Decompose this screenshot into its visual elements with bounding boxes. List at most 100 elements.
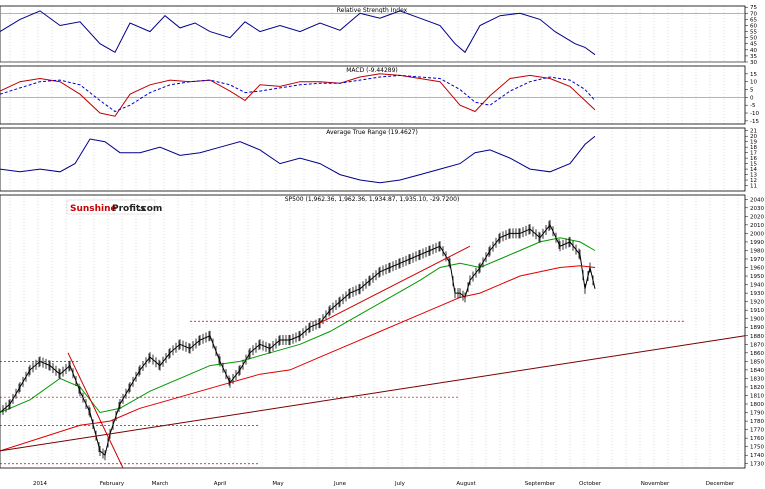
chart-grid	[9, 6, 739, 468]
y-tick-label: 1770	[750, 428, 764, 434]
y-tick-label: 14	[750, 167, 757, 173]
y-tick-label: 21	[750, 129, 757, 135]
y-tick-label: 35	[750, 54, 757, 60]
sunshine-profits-logo: Sunshine Profits .com	[66, 199, 162, 215]
y-tick-label: 60	[750, 23, 757, 29]
x-tick-label: 2014	[33, 481, 47, 487]
y-tick-label: 1950	[750, 274, 764, 280]
y-tick-label: 10	[750, 80, 757, 86]
panel-frame	[0, 65, 746, 125]
y-tick-label: 2010	[750, 223, 764, 229]
y-tick-label: 1990	[750, 240, 764, 246]
y-tick-label: 12	[750, 178, 757, 184]
trend-line-upper	[319, 245, 471, 324]
y-tick-label: 2030	[750, 206, 764, 212]
series-line-0	[0, 135, 596, 184]
logo-text-com: .com	[138, 204, 162, 214]
y-tick-label: 1880	[750, 334, 764, 340]
y-tick-label: 1810	[750, 393, 764, 399]
series-line-2	[0, 265, 596, 452]
x-tick-label: August	[456, 481, 476, 487]
y-tick-label: 1970	[750, 257, 764, 263]
x-tick-label: October	[579, 481, 602, 487]
y-tick-label: 1790	[750, 411, 764, 417]
y-tick-label: 1800	[750, 402, 764, 408]
y-tick-label: -10	[750, 111, 759, 117]
y-tick-label: 1750	[750, 445, 764, 451]
y-tick-label: 1910	[750, 308, 764, 314]
y-tick-label: 1980	[750, 248, 764, 254]
logo-box	[66, 199, 156, 215]
y-tick-label: 15	[750, 72, 757, 78]
y-tick-label: 18	[750, 145, 757, 151]
y-tick-label: 55	[750, 30, 757, 36]
series-line-1	[0, 74, 596, 113]
y-tick-label: 1850	[750, 359, 764, 365]
y-tick-label: 1840	[750, 368, 764, 374]
y-tick-label: 5	[750, 88, 754, 94]
panel-title: SP500 (1,962.36, 1,962.36, 1,934.87, 1,9…	[285, 196, 460, 203]
chart-annotations	[0, 245, 746, 469]
y-tick-label: 1820	[750, 385, 764, 391]
y-tick-label: 40	[750, 48, 757, 54]
x-tick-label: April	[214, 481, 227, 487]
y-tick-label: 19	[750, 140, 757, 146]
panel-3: SP500 (1,962.36, 1,962.36, 1,934.87, 1,9…	[0, 194, 764, 487]
y-tick-label: 1940	[750, 283, 764, 289]
panel-0: Relative Strength Index30354045505560657…	[0, 5, 757, 66]
y-tick-label: 1870	[750, 342, 764, 348]
panel-title: Average True Range (19.4627)	[326, 129, 418, 136]
x-tick-label: February	[100, 481, 125, 487]
panel-frame	[0, 127, 746, 192]
x-tick-label: September	[525, 481, 556, 487]
y-tick-label: 50	[750, 36, 757, 42]
x-tick-label: July	[394, 481, 406, 487]
panel-1: MACD (-9.44289) -15 -10 -5 05 10 15	[0, 65, 759, 125]
y-tick-label: 1860	[750, 351, 764, 357]
y-tick-label: 16	[750, 156, 757, 162]
panel-frame	[0, 194, 746, 469]
chart-panels: Relative Strength Index30354045505560657…	[0, 5, 764, 487]
panel-title: MACD (-9.44289)	[346, 67, 398, 74]
panel-2: Average True Range (19.4627) 111213141516…	[0, 127, 757, 192]
x-tick-label: March	[152, 481, 169, 487]
y-tick-label: 1760	[750, 436, 764, 442]
x-tick-label: May	[272, 481, 284, 487]
y-tick-label: 65	[750, 17, 757, 23]
y-tick-label: 1740	[750, 453, 764, 459]
y-tick-label: 15	[750, 162, 757, 168]
logo-text-sunshine: Sunshine	[70, 204, 117, 214]
trend-line-down	[67, 352, 124, 469]
y-tick-label: 1900	[750, 317, 764, 323]
y-tick-label: 2000	[750, 231, 764, 237]
x-tick-label: December	[706, 481, 735, 487]
y-tick-label: 0	[750, 95, 754, 101]
y-tick-label: 1730	[750, 462, 764, 468]
panel-title: Relative Strength Index	[337, 7, 408, 14]
y-tick-label: 20	[750, 134, 757, 140]
y-tick-label: 1830	[750, 376, 764, 382]
series-line-0	[0, 10, 596, 56]
y-tick-label: 1920	[750, 300, 764, 306]
y-tick-label: 75	[750, 5, 757, 11]
y-tick-label: 17	[750, 151, 757, 157]
y-tick-label: 1960	[750, 266, 764, 272]
series-line-0	[0, 73, 596, 117]
y-tick-label: -15	[750, 119, 759, 125]
y-tick-label: 13	[750, 173, 757, 179]
series-line-1	[0, 237, 596, 414]
y-tick-label: 11	[750, 184, 757, 190]
x-tick-label: November	[641, 481, 670, 487]
trend-line-long	[0, 335, 746, 452]
y-tick-label: 2040	[750, 197, 764, 203]
y-tick-label: 1780	[750, 419, 764, 425]
y-tick-label: 1890	[750, 325, 764, 331]
y-tick-label: -5	[750, 103, 756, 109]
x-tick-label: June	[333, 481, 347, 487]
y-tick-label: 70	[750, 11, 757, 17]
y-tick-label: 45	[750, 42, 757, 48]
y-tick-label: 2020	[750, 214, 764, 220]
logo-text-profits: Profits	[112, 204, 146, 214]
